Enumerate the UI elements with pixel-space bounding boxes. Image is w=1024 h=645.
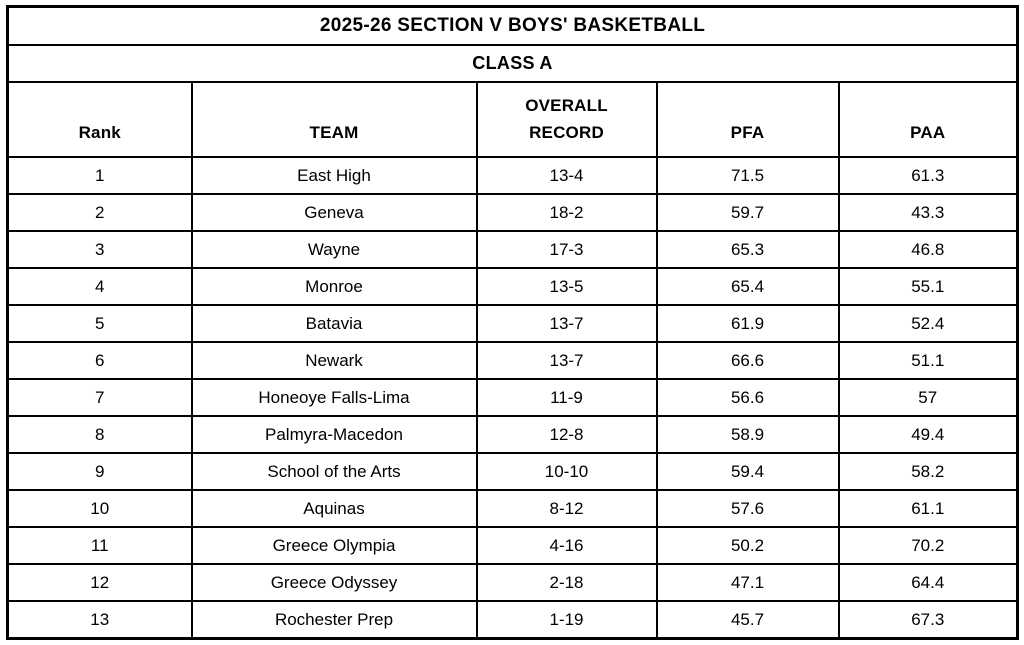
cell-team: Palmyra-Macedon [190, 415, 478, 454]
subtitle-row: CLASS A [6, 44, 1019, 83]
table-row: 10 Aquinas 8-12 57.6 61.1 [6, 489, 1019, 528]
cell-rank: 4 [6, 267, 193, 306]
table-row: 11 Greece Olympia 4-16 50.2 70.2 [6, 526, 1019, 565]
cell-team: Greece Odyssey [190, 563, 478, 602]
cell-paa: 67.3 [837, 600, 1019, 640]
cell-paa: 61.1 [837, 489, 1019, 528]
cell-paa: 70.2 [837, 526, 1019, 565]
col-header-paa: PAA [837, 81, 1019, 158]
cell-paa: 46.8 [837, 230, 1019, 269]
cell-pfa: 61.9 [655, 304, 840, 343]
cell-record: 13-5 [475, 267, 658, 306]
cell-record: 2-18 [475, 563, 658, 602]
cell-record: 10-10 [475, 452, 658, 491]
table-row: 3 Wayne 17-3 65.3 46.8 [6, 230, 1019, 269]
column-header-row: Rank TEAM OVERALL RECORD PFA PAA [6, 81, 1019, 158]
table-row: 12 Greece Odyssey 2-18 47.1 64.4 [6, 563, 1019, 602]
cell-rank: 9 [6, 452, 193, 491]
cell-pfa: 65.3 [655, 230, 840, 269]
cell-team: School of the Arts [190, 452, 478, 491]
cell-team: Honeoye Falls-Lima [190, 378, 478, 417]
col-header-record: OVERALL RECORD [475, 81, 658, 158]
cell-rank: 3 [6, 230, 193, 269]
table-row: 6 Newark 13-7 66.6 51.1 [6, 341, 1019, 380]
col-header-team: TEAM [190, 81, 478, 158]
cell-paa: 52.4 [837, 304, 1019, 343]
cell-team: Rochester Prep [190, 600, 478, 640]
cell-team: Monroe [190, 267, 478, 306]
cell-record: 17-3 [475, 230, 658, 269]
table-row: 9 School of the Arts 10-10 59.4 58.2 [6, 452, 1019, 491]
table-row: 8 Palmyra-Macedon 12-8 58.9 49.4 [6, 415, 1019, 454]
cell-team: Aquinas [190, 489, 478, 528]
cell-pfa: 57.6 [655, 489, 840, 528]
cell-team: Batavia [190, 304, 478, 343]
table-row: 13 Rochester Prep 1-19 45.7 67.3 [6, 600, 1019, 640]
table-row: 2 Geneva 18-2 59.7 43.3 [6, 193, 1019, 232]
cell-pfa: 71.5 [655, 156, 840, 195]
cell-record: 11-9 [475, 378, 658, 417]
cell-paa: 55.1 [837, 267, 1019, 306]
standings-table: 2025-26 SECTION V BOYS' BASKETBALL CLASS… [6, 5, 1020, 640]
cell-record: 4-16 [475, 526, 658, 565]
cell-record: 13-7 [475, 304, 658, 343]
col-header-rank: Rank [6, 81, 193, 158]
cell-paa: 43.3 [837, 193, 1019, 232]
cell-team: Greece Olympia [190, 526, 478, 565]
cell-pfa: 56.6 [655, 378, 840, 417]
cell-record: 8-12 [475, 489, 658, 528]
cell-team: Wayne [190, 230, 478, 269]
table-title: 2025-26 SECTION V BOYS' BASKETBALL [6, 5, 1019, 46]
table-body: 1 East High 13-4 71.5 61.3 2 Geneva 18-2 59.7 43.… [6, 156, 1019, 640]
cell-rank: 11 [6, 526, 193, 565]
cell-team: Newark [190, 341, 478, 380]
cell-rank: 6 [6, 341, 193, 380]
cell-pfa: 59.7 [655, 193, 840, 232]
cell-rank: 8 [6, 415, 193, 454]
cell-paa: 57 [837, 378, 1019, 417]
cell-record: 13-4 [475, 156, 658, 195]
cell-paa: 61.3 [837, 156, 1019, 195]
cell-pfa: 59.4 [655, 452, 840, 491]
cell-paa: 51.1 [837, 341, 1019, 380]
cell-pfa: 50.2 [655, 526, 840, 565]
cell-rank: 12 [6, 563, 193, 602]
class-label: CLASS A [6, 44, 1019, 83]
cell-record: 1-19 [475, 600, 658, 640]
cell-pfa: 65.4 [655, 267, 840, 306]
title-row: 2025-26 SECTION V BOYS' BASKETBALL [6, 5, 1019, 46]
table-row: 4 Monroe 13-5 65.4 55.1 [6, 267, 1019, 306]
cell-paa: 49.4 [837, 415, 1019, 454]
cell-rank: 10 [6, 489, 193, 528]
cell-pfa: 66.6 [655, 341, 840, 380]
cell-paa: 64.4 [837, 563, 1019, 602]
cell-record: 13-7 [475, 341, 658, 380]
col-header-pfa: PFA [655, 81, 840, 158]
cell-team: East High [190, 156, 478, 195]
cell-paa: 58.2 [837, 452, 1019, 491]
table-row: 5 Batavia 13-7 61.9 52.4 [6, 304, 1019, 343]
cell-pfa: 47.1 [655, 563, 840, 602]
cell-team: Geneva [190, 193, 478, 232]
cell-record: 12-8 [475, 415, 658, 454]
cell-rank: 13 [6, 600, 193, 640]
table-row: 7 Honeoye Falls-Lima 11-9 56.6 57 [6, 378, 1019, 417]
cell-rank: 2 [6, 193, 193, 232]
cell-pfa: 58.9 [655, 415, 840, 454]
cell-rank: 5 [6, 304, 193, 343]
cell-rank: 7 [6, 378, 193, 417]
cell-pfa: 45.7 [655, 600, 840, 640]
cell-record: 18-2 [475, 193, 658, 232]
cell-rank: 1 [6, 156, 193, 195]
table-row: 1 East High 13-4 71.5 61.3 [6, 156, 1019, 195]
